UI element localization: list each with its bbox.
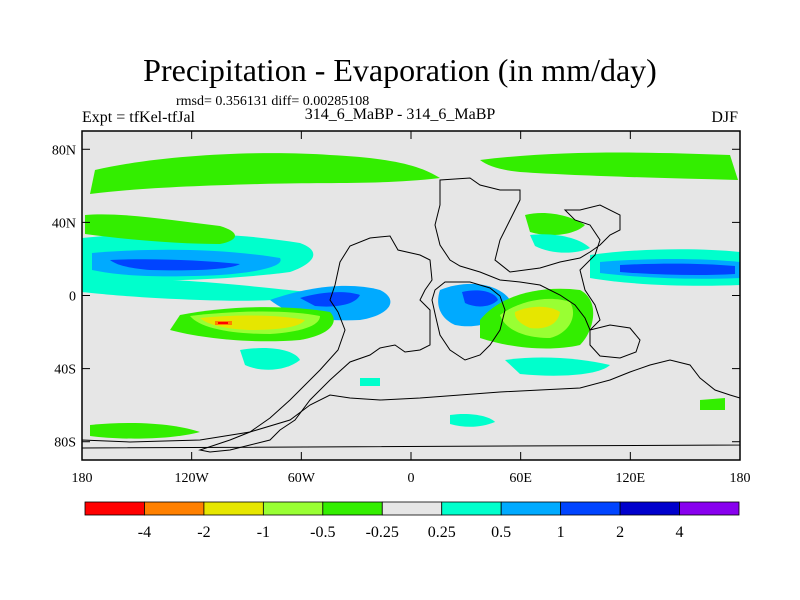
- colorbar-swatch: [560, 501, 621, 516]
- contour-cyan-so-east: [450, 413, 495, 427]
- colorbar-label: -4: [138, 524, 151, 541]
- contour-green-west-40n: [85, 214, 235, 244]
- lat-tick-label: 40S: [54, 363, 76, 378]
- lat-tick-label: 0: [69, 290, 76, 305]
- lat-tick-label: 80N: [52, 143, 76, 158]
- contour-darkblue-east: [620, 263, 735, 276]
- lon-tick-label: 60W: [288, 471, 316, 486]
- lon-tick-label: 180: [72, 471, 93, 486]
- colorbar-label: 0.5: [491, 524, 511, 541]
- colorbar-label: -1: [257, 524, 270, 541]
- colorbar-label: 1: [557, 524, 565, 541]
- contour-green-nh: [90, 153, 440, 194]
- runs-label: 314_6_MaBP - 314_6_MaBP: [304, 106, 496, 123]
- contour-yellow-spcz: [200, 315, 305, 330]
- coastline-eurasia: [434, 177, 621, 331]
- page-title: Precipitation - Evaporation (in mm/day): [143, 52, 657, 88]
- colorbar: -4 -2 -1 -0.5 -0.25 0.25 0.5 1 2 4: [84, 501, 740, 541]
- lon-tick-label: 0: [408, 471, 415, 486]
- contour-cyan-tropic: [82, 277, 320, 301]
- season-label: DJF: [711, 109, 738, 126]
- colorbar-swatch: [679, 501, 740, 516]
- lon-axis: 180 120W 60W 0 60E 120E 180: [72, 131, 751, 486]
- colorbar-swatch: [262, 501, 324, 516]
- colorbar-label: 0.25: [428, 524, 456, 541]
- lon-tick-label: 120W: [175, 471, 210, 486]
- lat-tick-label: 80S: [54, 436, 76, 451]
- lat-tick-label: 40N: [52, 216, 76, 231]
- rmsd-diff-stats: rmsd= 0.356131 diff= 0.00285108: [176, 94, 370, 109]
- contour-yellow-indian: [514, 306, 560, 329]
- colorbar-swatch: [84, 501, 145, 516]
- contour-cyan-indian: [505, 357, 610, 376]
- contour-cyan-so-west: [240, 348, 300, 370]
- coastlines: [81, 177, 741, 453]
- contour-green-so-east: [700, 398, 725, 410]
- contour-green-so-west: [90, 422, 200, 439]
- experiment-label: Expt = tfKel-tfJal: [82, 109, 195, 126]
- coastline-africa: [431, 281, 506, 361]
- lon-tick-label: 60E: [509, 471, 532, 486]
- colorbar-swatch: [441, 501, 502, 516]
- colorbar-swatch: [144, 501, 205, 516]
- colorbar-swatch: [500, 501, 562, 516]
- precip-evap-field: [82, 152, 740, 439]
- lon-tick-label: 120E: [616, 471, 646, 486]
- contour-cyan-asia: [530, 234, 590, 253]
- colorbar-label: 2: [616, 524, 624, 541]
- colorbar-swatch: [619, 501, 680, 516]
- colorbar-label: -0.25: [366, 524, 399, 541]
- coastline-antarctica: [81, 359, 741, 449]
- contour-darkblue-africa: [462, 290, 498, 307]
- contour-darkblue-band: [110, 259, 240, 271]
- colorbar-swatch: [381, 501, 443, 516]
- contour-green-nh-2: [480, 152, 738, 180]
- coastline-americas: [198, 235, 433, 453]
- colorbar-label: 4: [676, 524, 684, 541]
- lat-axis: 80N 40N 0 40S 80S: [52, 143, 740, 451]
- lon-tick-label: 180: [730, 471, 751, 486]
- coastline-australia: [589, 324, 641, 359]
- contour-green-asia-40n: [525, 213, 585, 236]
- colorbar-swatch: [203, 501, 264, 516]
- contour-cyan-so-mid: [360, 378, 380, 386]
- map-plot: 80N 40N 0 40S 80S 180 120W 60W 0 60E 120E 180: [52, 130, 751, 486]
- colorbar-swatch: [322, 501, 383, 516]
- colorbar-label: -2: [197, 524, 210, 541]
- colorbar-label: -0.5: [310, 524, 335, 541]
- contour-red-spcz: [218, 322, 228, 324]
